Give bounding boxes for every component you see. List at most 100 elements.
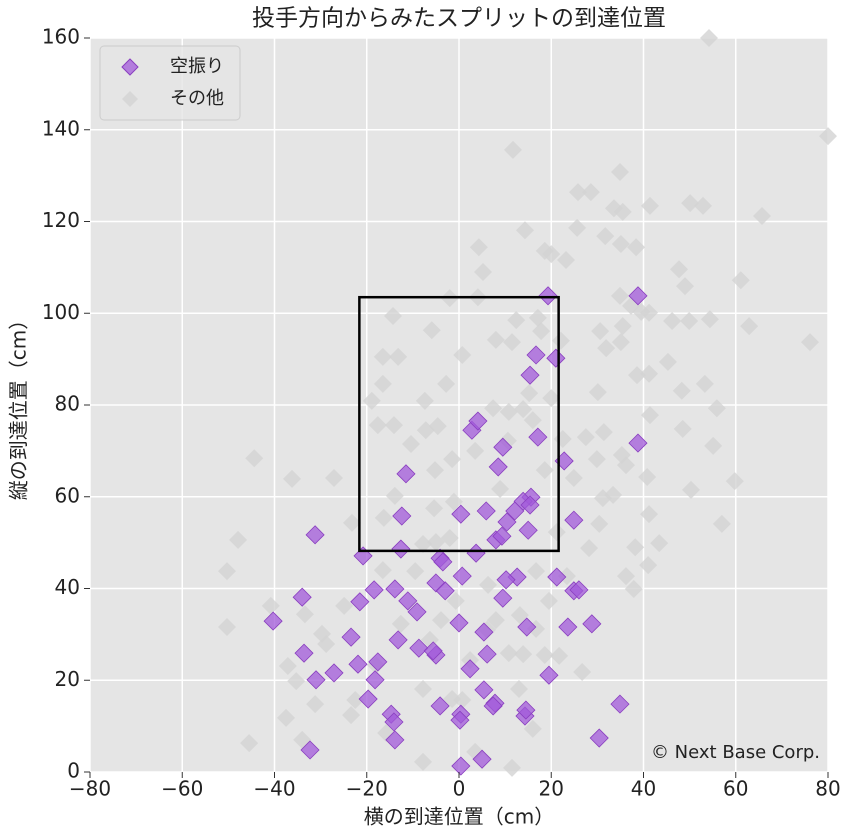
scatter-point <box>391 614 410 633</box>
scatter-point <box>499 402 518 421</box>
scatter-point <box>510 606 529 625</box>
scatter-point <box>753 206 772 225</box>
scatter-point <box>587 450 606 469</box>
scatter-point <box>640 406 659 425</box>
scatter-point <box>539 665 559 685</box>
scatter-point <box>305 525 325 545</box>
scatter-point <box>520 384 539 403</box>
scatter-point <box>373 347 392 366</box>
scatter-point <box>591 322 610 341</box>
scatter-point <box>384 712 404 732</box>
scatter-point <box>385 486 404 505</box>
scatter-point <box>528 308 547 327</box>
scatter-point <box>676 277 695 296</box>
scatter-point <box>581 183 600 202</box>
scatter-point <box>628 366 647 385</box>
scatter-point <box>342 706 361 725</box>
scatter-point <box>546 348 566 368</box>
scatter-point <box>364 580 384 600</box>
scatter-point <box>486 611 505 630</box>
scatter-point <box>590 514 609 533</box>
scatter-point <box>325 468 344 487</box>
y-tick-label: 20 <box>55 667 80 691</box>
scatter-point <box>426 461 445 480</box>
scatter-point <box>576 428 595 447</box>
scatter-point <box>604 485 623 504</box>
y-tick-label: 100 <box>42 300 80 324</box>
scatter-point <box>532 322 551 341</box>
scatter-point <box>476 501 496 521</box>
scatter-point <box>483 696 503 716</box>
scatter-point <box>229 530 248 549</box>
legend-label: 空振り <box>170 56 224 77</box>
scatter-point <box>699 29 718 47</box>
scatter-point <box>449 613 469 633</box>
scatter-point <box>453 345 472 364</box>
scatter-point <box>523 719 542 738</box>
scatter-point <box>278 657 297 676</box>
scatter-point <box>391 539 411 559</box>
y-tick-label: 120 <box>42 208 80 232</box>
scatter-point <box>551 331 570 350</box>
scatter-point <box>588 383 607 402</box>
scatter-point <box>409 638 429 658</box>
scatter-point <box>484 399 503 418</box>
scatter-point <box>444 492 463 511</box>
scatter-point <box>627 238 646 257</box>
scatter-point <box>518 520 538 540</box>
scatter-point <box>611 333 630 352</box>
strike-zone <box>358 295 560 553</box>
scatter-point <box>628 433 648 453</box>
scatter-point <box>503 758 522 777</box>
scatter-point <box>342 513 361 532</box>
scatter-point <box>520 495 540 515</box>
x-tick-label: 20 <box>539 777 564 801</box>
scatter-point <box>731 271 750 290</box>
scatter-point <box>446 591 465 610</box>
scatter-point <box>514 645 533 664</box>
scatter-point <box>468 411 488 431</box>
overlay: −80 −60 −40 −20 0 20 40 60 80 0 20 40 60 80 100 120 140 1… <box>42 25 841 801</box>
scatter-point <box>440 529 459 548</box>
scatter-point <box>473 262 492 281</box>
scatter-point <box>385 730 405 750</box>
chart-title: 投手方向からみたスプリットの到達位置 <box>252 6 666 32</box>
scatter-point <box>479 575 498 594</box>
scatter-point <box>558 617 578 637</box>
scatter-point <box>415 391 434 410</box>
x-tick-label: 0 <box>453 777 466 801</box>
scatter-point <box>398 591 418 611</box>
scatter-point <box>432 611 451 630</box>
y-tick-label: 80 <box>55 392 80 416</box>
scatter-point <box>422 321 441 340</box>
scatter-point <box>535 646 554 665</box>
scatter-point <box>569 580 589 600</box>
scatter-point <box>740 317 759 336</box>
scatter-point <box>650 534 669 553</box>
scatter-point <box>384 307 403 326</box>
scatter-point <box>451 756 471 776</box>
scatter-point <box>568 218 587 237</box>
scatter-point <box>670 260 689 279</box>
scatter-point <box>638 468 657 487</box>
scatter-point <box>368 416 387 435</box>
scatter-point <box>443 450 462 469</box>
scatter-point <box>695 374 714 393</box>
scatter-point <box>346 690 365 709</box>
scatter-point <box>680 312 699 331</box>
scatter-point <box>640 196 659 215</box>
scatter-point <box>640 505 659 524</box>
x-tick-label: −40 <box>253 777 295 801</box>
scatter-point <box>472 749 492 769</box>
scatter-point <box>283 469 302 488</box>
scatter-point <box>388 630 408 650</box>
scatter-point <box>626 538 645 557</box>
scatter-point <box>610 162 629 181</box>
scatter-point <box>535 461 554 480</box>
scatter-point <box>368 652 388 672</box>
scatter-point <box>628 286 648 306</box>
scatter-point <box>414 752 433 771</box>
